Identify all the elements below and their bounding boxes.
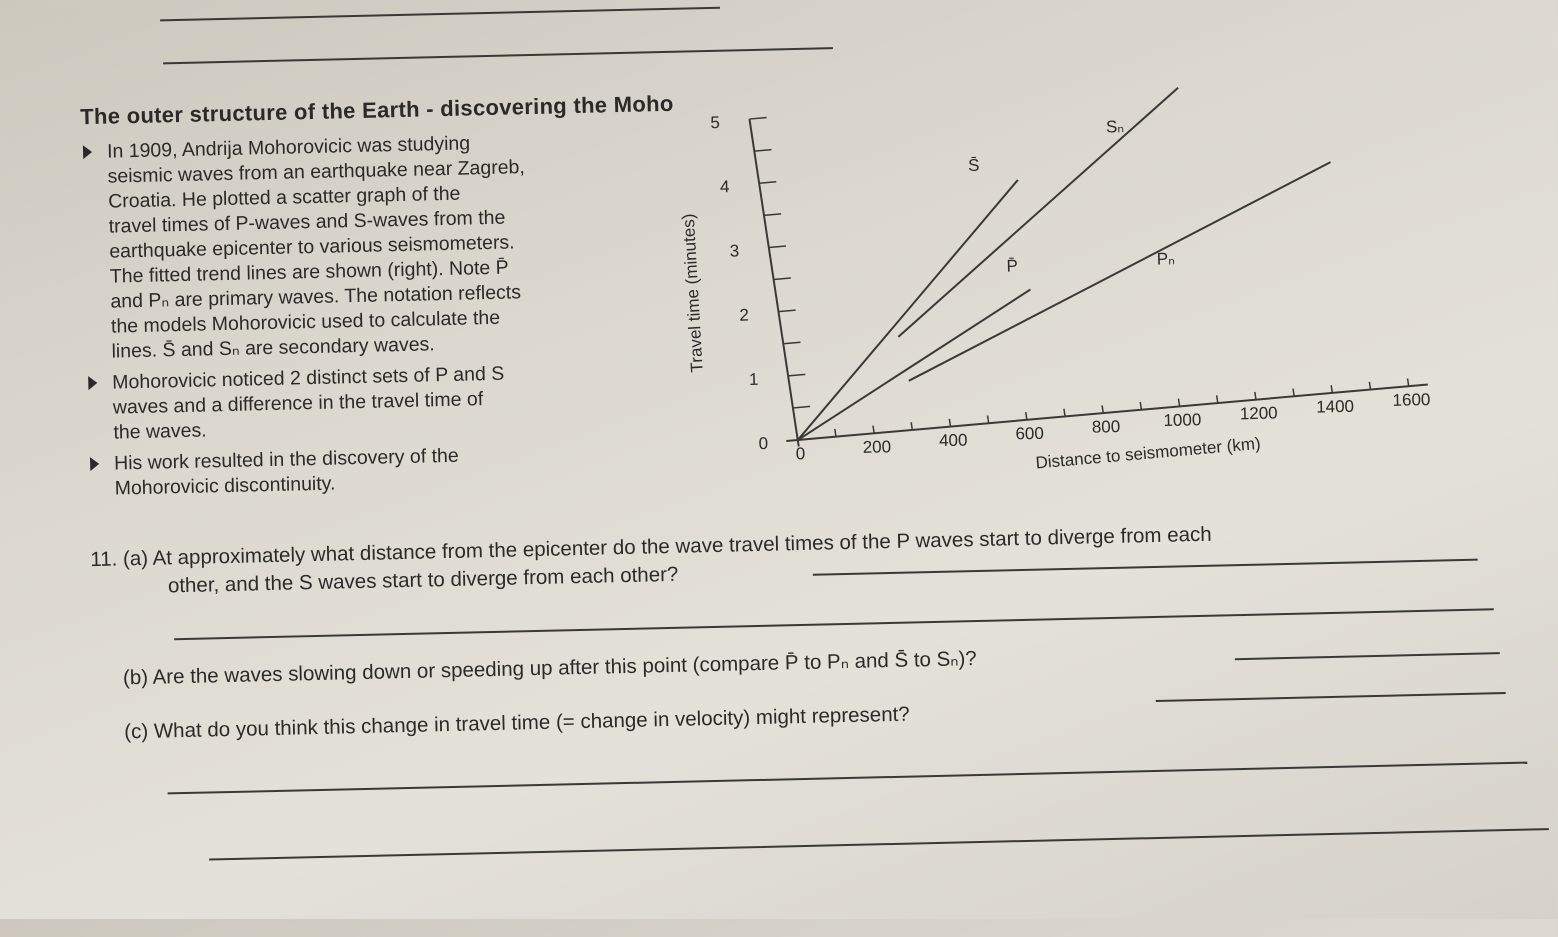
y-tick: [749, 116, 767, 120]
x-tick-label: 800: [1092, 417, 1121, 437]
x-tick: [1292, 388, 1295, 397]
series-line: [897, 87, 1179, 338]
x-tick: [1406, 378, 1410, 387]
x-tick: [910, 422, 914, 431]
x-tick: [1368, 381, 1372, 390]
series-line: [797, 179, 1019, 441]
y-tick-label: 0: [758, 434, 768, 453]
x-tick: [1024, 412, 1028, 420]
y-tick-label: 2: [739, 306, 749, 325]
x-tick: [1215, 395, 1219, 404]
x-tick-label: 400: [939, 431, 968, 451]
y-axis: [748, 118, 800, 447]
x-tick-label: 200: [863, 437, 892, 457]
x-tick-label: 1000: [1163, 410, 1201, 430]
x-tick-label: 1400: [1316, 397, 1354, 417]
series-label: P̄: [1006, 256, 1018, 275]
x-tick: [986, 415, 990, 424]
series-label: Sₙ: [1106, 117, 1125, 136]
y-tick: [768, 245, 787, 249]
y-tick: [759, 180, 777, 185]
x-tick: [834, 428, 837, 437]
x-tick: [1101, 405, 1104, 414]
y-tick: [783, 341, 801, 345]
x-axis: [786, 383, 1428, 443]
x-tick-label: 1200: [1240, 403, 1278, 423]
y-tick-label: 4: [720, 177, 730, 196]
series-label: S̄: [968, 156, 980, 175]
y-axis-label: Travel time (minutes): [679, 213, 707, 373]
x-tick: [1063, 408, 1066, 417]
series-line: [797, 288, 1032, 441]
x-tick: [1139, 401, 1143, 410]
y-tick: [797, 437, 816, 441]
y-tick: [788, 373, 806, 377]
x-tick: [872, 425, 875, 434]
y-tick: [773, 277, 791, 281]
y-tick: [792, 405, 811, 409]
x-tick: [1330, 385, 1334, 394]
x-axis-label: Distance to seismometer (km): [1035, 434, 1262, 473]
y-tick-label: 5: [710, 113, 720, 132]
series-line: [908, 161, 1331, 382]
x-tick-label: 1600: [1392, 390, 1430, 410]
y-tick: [778, 309, 796, 313]
x-tick-label: 0: [796, 444, 806, 463]
x-tick: [1254, 391, 1257, 400]
y-tick: [763, 213, 782, 217]
series-label: Pₙ: [1157, 249, 1176, 268]
x-tick-label: 600: [1015, 424, 1044, 444]
y-tick: [754, 148, 772, 152]
x-tick: [948, 418, 952, 427]
y-tick-label: 1: [749, 370, 759, 389]
y-tick-label: 3: [729, 241, 739, 260]
x-tick: [1177, 398, 1181, 407]
